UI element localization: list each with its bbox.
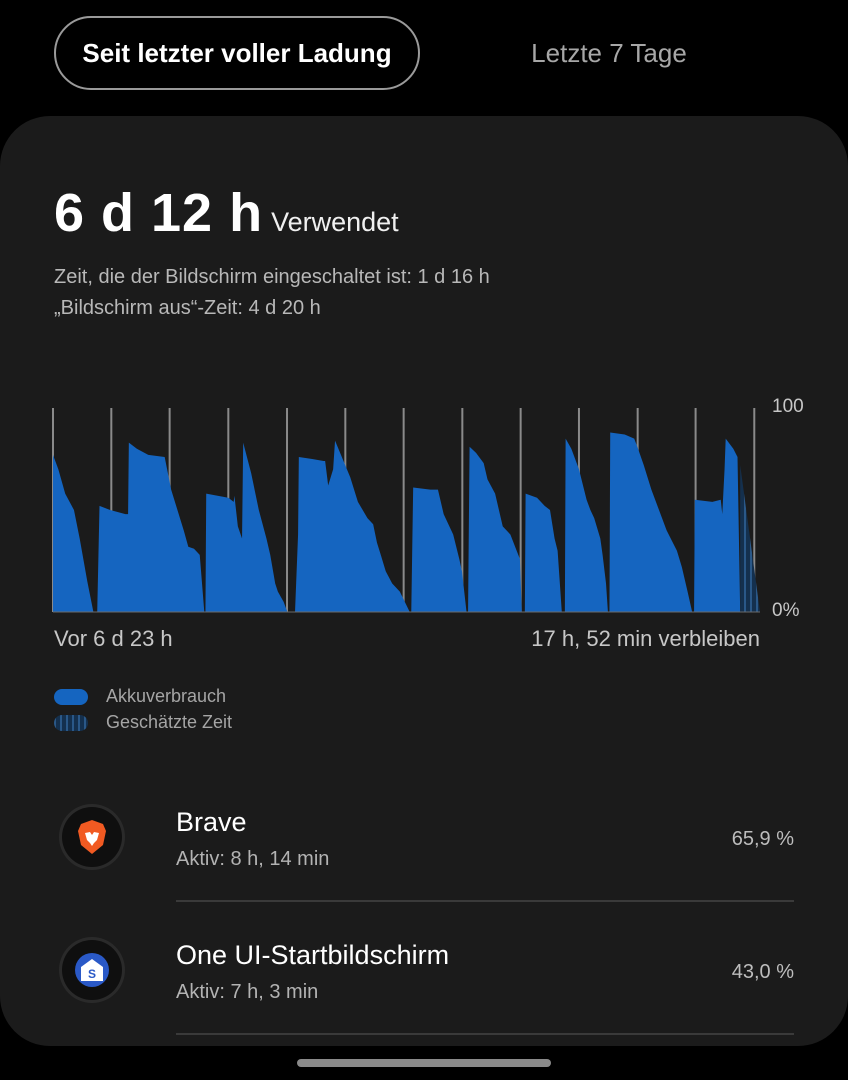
estimated-time-area [740, 465, 760, 612]
chart-series [53, 432, 760, 612]
one-ui-home-icon-glyph: S [75, 953, 109, 987]
legend-usage-swatch [54, 688, 88, 705]
x-start-label: Vor 6 d 23 h [54, 626, 173, 651]
one-ui-house-shape [81, 959, 103, 981]
app-divider [176, 1033, 794, 1035]
legend-estimated-label: Geschätzte Zeit [106, 712, 233, 732]
y-tick-0: 0% [772, 600, 800, 621]
app-row-one-ui-home[interactable]: S One UI-Startbildschirm Aktiv: 7 h, 3 m… [0, 914, 848, 1024]
app-name: Brave [176, 807, 247, 837]
x-end-label: 17 h, 52 min verbleiben [531, 626, 760, 651]
one-ui-icon-letter: S [88, 967, 96, 981]
used-time-label: Verwendet [271, 207, 399, 237]
app-name: One UI-Startbildschirm [176, 940, 450, 970]
used-time-value: 6 d 12 h [54, 183, 264, 243]
brave-lion-icon [62, 807, 122, 867]
app-active-time: Aktiv: 7 h, 3 min [176, 981, 319, 1003]
home-indicator-bar[interactable] [297, 1059, 551, 1067]
screen-on-time: Zeit, die der Bildschirm eingeschaltet i… [54, 266, 490, 288]
app-row-brave[interactable]: Brave Aktiv: 8 h, 14 min 65,9 % [0, 781, 848, 891]
period-tabs: Seit letzter voller Ladung Letzte 7 Tage [0, 0, 848, 110]
brave-lion-icon-glyph [78, 820, 106, 854]
screen-off-time: „Bildschirm aus“-Zeit: 4 d 20 h [54, 297, 321, 319]
usage-summary: 6 d 12 h Verwendet [54, 182, 399, 244]
app-divider [176, 900, 794, 902]
legend-estimated-swatch [54, 714, 88, 731]
tab-last-7-days[interactable]: Letzte 7 Tage [531, 37, 687, 68]
app-usage-percent: 43,0 % [731, 961, 794, 983]
tab-since-full-charge[interactable]: Seit letzter voller Ladung [54, 16, 420, 90]
app-usage-percent: 65,9 % [731, 828, 794, 850]
legend-estimated: Geschätzte Zeit [54, 712, 232, 733]
legend-usage-label: Akkuverbrauch [106, 686, 227, 706]
battery-usage-card: 6 d 12 h Verwendet Zeit, die der Bildsch… [0, 116, 848, 1046]
brave-lion-face [85, 832, 99, 846]
legend-usage: Akkuverbrauch [54, 686, 226, 707]
battery-usage-area [53, 432, 741, 612]
one-ui-home-icon: S [62, 940, 122, 1000]
battery-level-chart [52, 408, 760, 613]
app-active-time: Aktiv: 8 h, 14 min [176, 848, 330, 870]
y-tick-100: 100 [772, 396, 804, 417]
